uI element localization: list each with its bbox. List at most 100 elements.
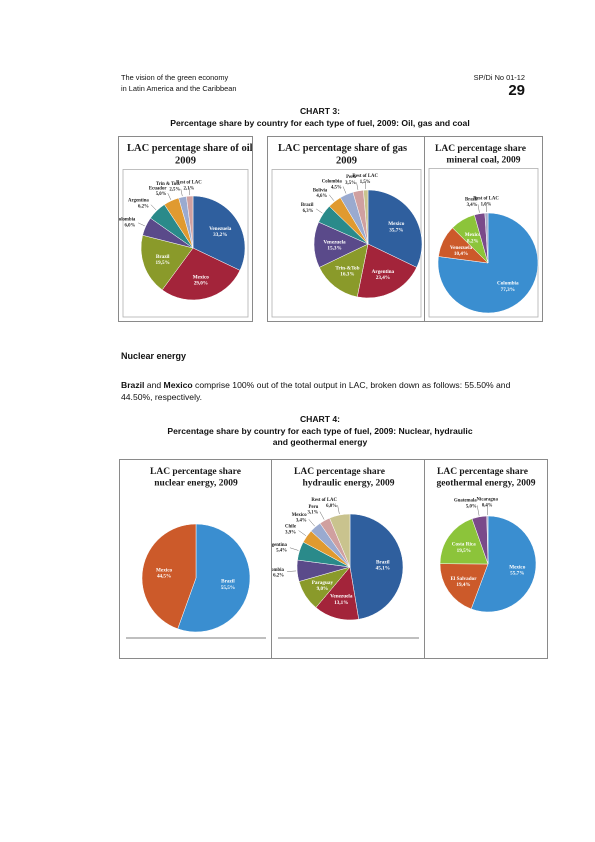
- pie-slice-mexico: [367, 189, 423, 268]
- slice-value-mexico: 3,4%: [296, 519, 307, 524]
- gas-pie-chart: LAC percentage share of gas 2009 Mexico35,…: [271, 143, 423, 318]
- pie-slice-rest-of-lac: [363, 189, 369, 245]
- slice-value-rest-of-lac: 1,5%: [360, 180, 371, 185]
- slice-value-colombia: 6,2%: [273, 574, 284, 579]
- header-title-line2: in Latin America and the Caribbean: [121, 83, 237, 93]
- slice-label-colombia: Colombia: [119, 218, 136, 223]
- chart3-heading: CHART 3: Percentage share by country for…: [100, 106, 540, 129]
- nuclear-pie-chart: LAC percentage share nuclear energy, 2009…: [126, 467, 266, 639]
- connector-text: and: [144, 380, 164, 390]
- slice-value-costa-rica: 19,5%: [457, 548, 471, 554]
- pie-slice-mexico: [141, 523, 197, 630]
- slice-value-brazil: 3,4%: [467, 203, 478, 208]
- slice-label-colombia: Colombia: [272, 568, 285, 573]
- slice-value-argentina: 5,4%: [276, 549, 287, 554]
- plot-area-frame: [428, 168, 539, 318]
- leader-line: [329, 194, 335, 201]
- leader-line: [316, 208, 323, 214]
- paragraph-rest: comprise 100% out of the total output in…: [121, 380, 511, 403]
- slice-label-trin-tob: Trin-&Tob: [335, 265, 359, 271]
- slice-label-argentina: Argentina: [272, 543, 287, 548]
- oil-pie-chart: LAC percentage share of oil 2009 Venezuela…: [115, 143, 253, 318]
- slice-label-venezuela: Venezuela: [330, 594, 353, 600]
- slice-value-venezuela: 13,1%: [334, 600, 348, 606]
- chart-title-line1: LAC percentage share: [294, 467, 385, 477]
- slice-value-mexico: 8,2%: [467, 238, 479, 244]
- slice-value-venezuela: 15,3%: [327, 246, 341, 252]
- leader-line: [150, 204, 157, 211]
- slice-value-paraguay: 9,0%: [317, 586, 329, 592]
- slice-value-brazil: 55,5%: [221, 585, 235, 591]
- pie-slice-nicaragua: [486, 515, 489, 565]
- leader-line: [289, 547, 299, 551]
- slice-label-guatemala: Guatemala: [454, 499, 477, 504]
- pie-slice-mexico: [470, 515, 537, 613]
- slice-value-brazil: 19,5%: [156, 260, 170, 266]
- pie-slice-colombia: [437, 212, 539, 314]
- slice-label-mexico: Mexico: [193, 274, 210, 280]
- slice-label-peru: Peru: [308, 505, 318, 510]
- leader-line: [180, 188, 183, 197]
- pie-slice-trin-tob: [318, 243, 369, 298]
- coal-pie-chart: LAC percentage share mineral coal, 2009 Co…: [428, 144, 539, 318]
- slice-label-mexico: Mexico: [292, 513, 308, 518]
- leader-line: [342, 186, 347, 194]
- slice-value-colombia: 6,0%: [125, 223, 136, 228]
- slice-value-trin-tob: 16,3%: [340, 272, 354, 278]
- section-title-nuclear: Nuclear energy: [121, 351, 187, 361]
- slice-value-colombia: 77,3%: [501, 287, 515, 293]
- geothermal-chart-panel: LAC percentage share geothermal energy, 2…: [424, 459, 548, 659]
- page-number: 29: [508, 82, 525, 99]
- slice-value-colombia: 4,5%: [331, 185, 342, 190]
- slice-label-mexico: Mexico: [509, 564, 526, 570]
- nuclear-chart-panel: LAC percentage share nuclear energy, 2009…: [119, 459, 273, 659]
- leader-line: [298, 530, 307, 536]
- slice-label-nicaragua: Nicaragua: [477, 498, 499, 503]
- slice-value-ecuador: 5,0%: [156, 192, 167, 197]
- slice-label-colombia: Colombia: [497, 281, 519, 287]
- slice-label-brazil: Brazil: [465, 197, 478, 202]
- slice-label-peru: Peru: [346, 175, 356, 180]
- leader-line: [308, 519, 315, 527]
- slice-value-trin-tob: 2,5%: [169, 188, 180, 193]
- country-brazil: Brazil: [121, 380, 145, 390]
- pie-slice-venezuela: [192, 195, 246, 271]
- chart-title-line1: LAC percentage share of gas: [278, 143, 407, 154]
- slice-label-mexico: Mexico: [465, 232, 482, 238]
- slice-label-mexico: Mexico: [388, 221, 405, 227]
- chart4-caption-line2: and geothermal energy: [272, 437, 368, 447]
- oil-chart-panel: LAC percentage share of oil 2009 Venezuela…: [115, 136, 253, 322]
- slice-value-venezuela: 33,2%: [213, 232, 227, 238]
- nuclear-paragraph: Brazil and Mexico comprise 100% out of t…: [121, 379, 541, 403]
- leader-line: [477, 505, 480, 516]
- slice-label-trin-tob: Trin & Tob.: [156, 182, 180, 187]
- chart-title-line1: LAC percentage share: [437, 467, 528, 477]
- slice-label-brazil: Brazil: [156, 254, 170, 260]
- slice-value-peru: 3,5%: [345, 181, 356, 186]
- slice-value-rest-of-lac: 2,1%: [184, 186, 195, 191]
- slice-label-argentina: Argentina: [372, 269, 395, 275]
- slice-value-argentina: 6,2%: [138, 204, 149, 209]
- slice-label-costa-rica: Costa Rica: [452, 542, 476, 548]
- document-code: SP/Di No 01-12: [473, 73, 525, 82]
- slice-label-colombia: Colombia: [322, 180, 343, 185]
- chart-title-line2: mineral coal, 2009: [446, 156, 520, 166]
- header-title-line1: The vision of the green economy: [121, 73, 229, 82]
- hydraulic-chart-panel: LAC percentage share hydraulic energy, 20…: [264, 459, 426, 659]
- pie-slice-brazil: [177, 523, 251, 633]
- slice-label-brazil: Brazil: [376, 559, 390, 565]
- slice-label-venezuela: Venezuela: [323, 240, 346, 246]
- slice-label-mexico: Mexico: [156, 567, 173, 573]
- hydraulic-pie-chart: LAC percentage share hydraulic energy, 20…: [264, 467, 419, 639]
- chart-title-line1: LAC percentage share: [150, 467, 241, 477]
- slice-label-paraguay: Paraguay: [312, 580, 334, 586]
- slice-label-rest-of-lac: Rest of LAC: [352, 174, 378, 179]
- slice-label-el-salvador: El Salvador: [450, 576, 477, 582]
- pie-slice-rest-of-lac: [329, 513, 351, 568]
- chart-title-line2: 2009: [336, 156, 357, 167]
- chart3-caption: Percentage share by country for each typ…: [170, 117, 470, 128]
- slice-label-rest-of-lac: Rest of LAC: [176, 181, 202, 186]
- leader-line: [319, 511, 325, 520]
- plot-area-frame: [122, 169, 249, 318]
- slice-value-mexico: 55,7%: [510, 571, 524, 577]
